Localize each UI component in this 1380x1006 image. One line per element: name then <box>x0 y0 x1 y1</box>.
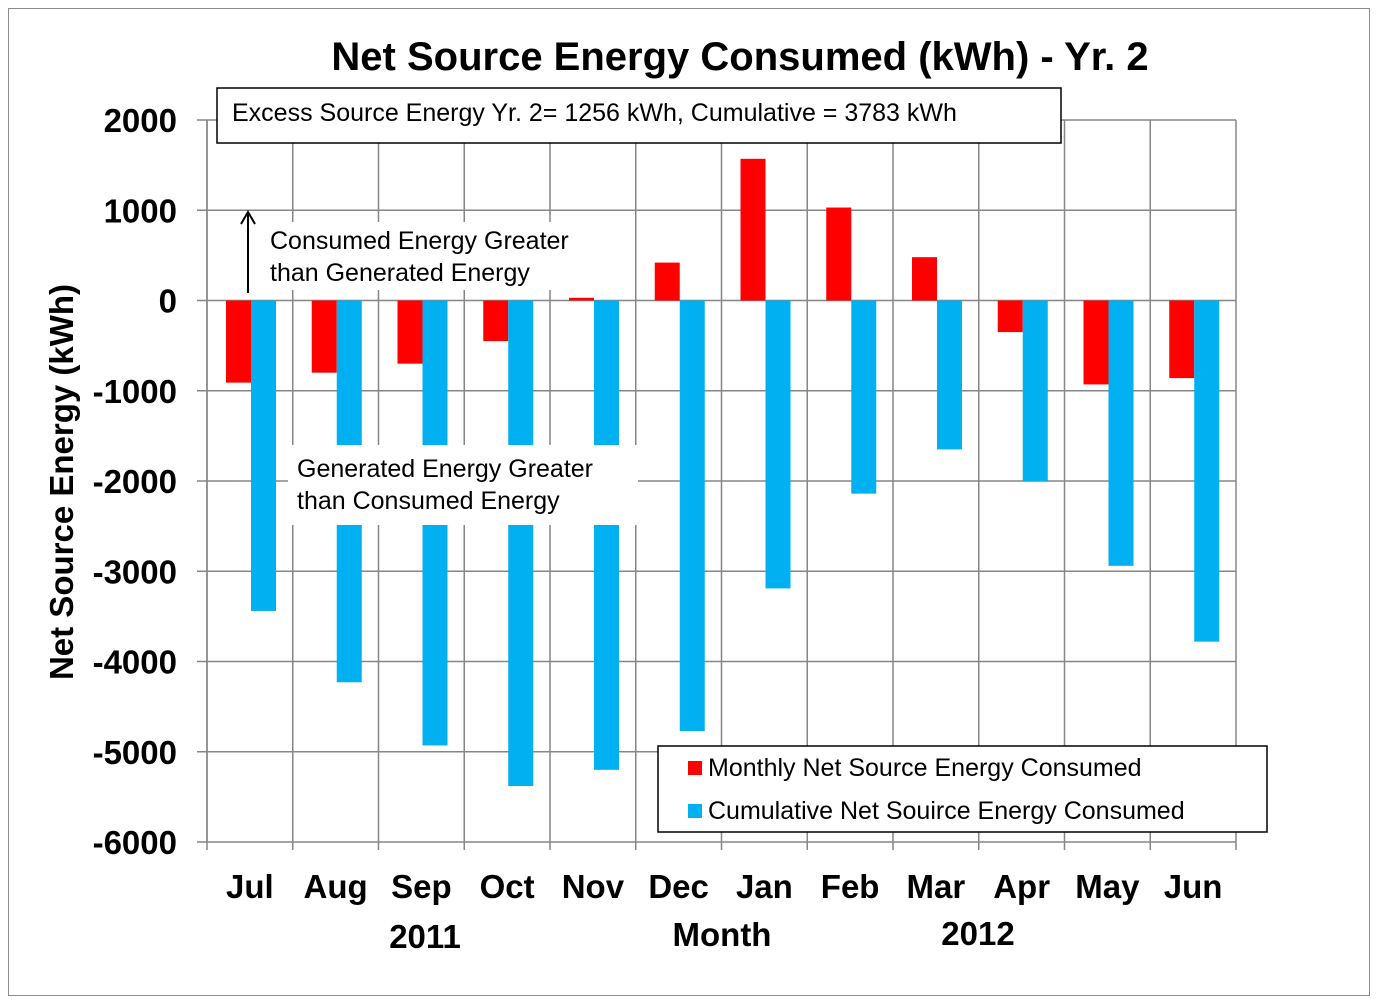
monthly-bar-feb <box>826 207 852 301</box>
summary-box <box>216 87 1062 144</box>
cumulative-bar-feb <box>851 300 877 494</box>
monthly-bar-jan <box>740 158 766 301</box>
monthly-bar-sep <box>397 300 423 364</box>
x-axis-label: Month <box>673 916 772 953</box>
x-tick-label: Feb <box>821 868 880 905</box>
generated-line1: Generated Energy Greater <box>297 455 593 483</box>
summary-annotation: Excess Source Energy Yr. 2= 1256 kWh, Cu… <box>216 87 1062 144</box>
cumulative-bar-may <box>1108 300 1134 566</box>
summary-text: Excess Source Energy Yr. 2= 1256 kWh, Cu… <box>232 99 957 127</box>
monthly-bar-mar <box>912 257 937 301</box>
year-label-2012: 2012 <box>941 915 1014 952</box>
monthly-bar-may <box>1083 300 1109 385</box>
x-tick-label: Sep <box>391 868 452 905</box>
cumulative-bar-jun <box>1194 300 1220 642</box>
legend-swatch-monthly <box>688 761 702 775</box>
legend: Monthly Net Source Energy Consumed Cumul… <box>657 745 1268 833</box>
chart-frame <box>8 8 1370 996</box>
consumed-line1: Consumed Energy Greater <box>270 227 569 255</box>
arrow-head <box>240 210 256 225</box>
cumulative-bar-oct <box>508 300 534 787</box>
legend-box <box>657 745 1268 833</box>
x-tick-label: Nov <box>562 868 625 905</box>
y-tick-label: -4000 <box>93 644 177 681</box>
x-tick-label: Apr <box>993 868 1050 905</box>
y-tick-label: 2000 <box>104 102 177 139</box>
y-tick-label: -6000 <box>93 824 177 861</box>
x-tick-label: Jul <box>226 868 274 905</box>
monthly-bar-oct <box>483 300 509 342</box>
cumulative-bar-jan <box>765 300 791 589</box>
x-tick-label: Aug <box>304 868 368 905</box>
y-tick-labels: 2000 1000 0 -1000 -2000 -3000 -4000 -5000 -6000 <box>93 102 177 861</box>
y-tick-label: -5000 <box>93 734 177 771</box>
generated-line2: than Consumed Energy <box>297 487 560 515</box>
legend-label-monthly: Monthly Net Source Energy Consumed <box>708 754 1142 782</box>
y-tick-label: 0 <box>159 283 177 320</box>
legend-swatch-cumulative <box>688 804 702 818</box>
monthly-bar-dec <box>654 262 680 301</box>
monthly-bar-jul <box>226 300 251 383</box>
cumulative-bar-apr <box>1022 300 1048 481</box>
monthly-bar-jun <box>1169 300 1195 379</box>
cumulative-bar-nov <box>594 300 619 770</box>
cumulative-bar-dec <box>679 300 705 731</box>
generated-annotation-bg <box>288 445 638 525</box>
generated-annotation: Generated Energy Greater than Consumed E… <box>288 445 638 525</box>
consumed-annotation-bg <box>262 222 612 290</box>
y-tick-label: -2000 <box>93 463 177 500</box>
x-tick-label: Mar <box>907 868 966 905</box>
chart-title: Net Source Energy Consumed (kWh) - Yr. 2 <box>331 35 1148 79</box>
cumulative-bar-mar <box>937 300 962 450</box>
y-tick-label: 1000 <box>104 192 177 229</box>
x-tick-labels: Jul Aug Sep Oct Nov Dec Jan Feb Mar Apr May Jun <box>226 868 1222 905</box>
year-label-2011: 2011 <box>389 918 461 955</box>
monthly-bar-aug <box>311 300 337 373</box>
cumulative-bar-jul <box>251 300 276 611</box>
consumed-line2: than Generated Energy <box>270 259 530 287</box>
x-tick-label: Dec <box>648 868 709 905</box>
consumed-annotation: Consumed Energy Greater than Generated E… <box>240 210 612 293</box>
x-tick-label: Jan <box>736 868 793 905</box>
y-axis-label: Net Source Energy (kWh) <box>43 284 80 680</box>
monthly-bar-nov <box>569 297 594 301</box>
x-tick-label: Oct <box>480 868 535 905</box>
x-tick-label: May <box>1075 868 1140 905</box>
y-tick-label: -1000 <box>93 373 177 410</box>
x-tick-label: Jun <box>1164 868 1223 905</box>
y-tick-label: -3000 <box>93 553 177 590</box>
legend-label-cumulative: Cumulative Net Souirce Energy Consumed <box>708 797 1185 825</box>
monthly-bar-apr <box>997 300 1023 333</box>
